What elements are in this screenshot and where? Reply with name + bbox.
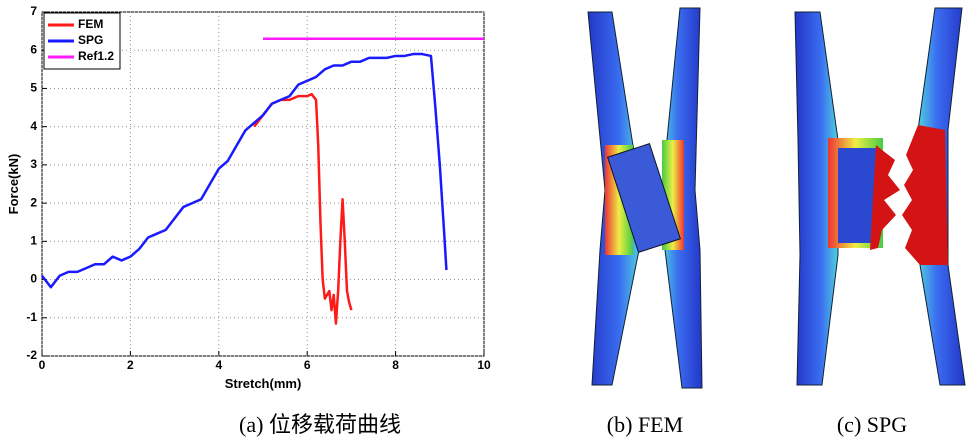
y-tick-label: 0 — [30, 272, 37, 286]
series-line — [41, 52, 448, 289]
y-tick-label: 1 — [30, 234, 37, 248]
series-line — [253, 92, 353, 325]
y-tick-label: 2 — [30, 195, 37, 209]
legend-label: SPG — [78, 33, 103, 47]
spg-block — [838, 148, 876, 243]
x-tick-label: 8 — [392, 358, 399, 372]
y-tick-label: 5 — [30, 81, 37, 95]
x-tick-label: 2 — [127, 358, 134, 372]
caption: (c) SPG — [837, 412, 907, 437]
x-axis-label: Stretch(mm) — [225, 376, 302, 391]
fem-simulation — [587, 7, 703, 389]
y-tick-label: 4 — [30, 119, 37, 133]
y-tick-label: 3 — [30, 157, 37, 171]
x-tick-label: 4 — [215, 358, 222, 372]
y-tick-label: 7 — [30, 4, 37, 18]
spg-simulation — [794, 7, 966, 386]
x-tick-label: 6 — [304, 358, 311, 372]
y-axis-label: Force(kN) — [6, 154, 21, 215]
x-tick-label: 0 — [39, 358, 46, 372]
fem-block — [606, 143, 682, 253]
legend-label: Ref1.2 — [78, 49, 114, 63]
legend-label: FEM — [78, 17, 103, 31]
caption: (b) FEM — [607, 412, 683, 437]
y-tick-label: 6 — [30, 42, 37, 56]
spg-particles-right — [902, 125, 948, 265]
x-tick-label: 10 — [477, 358, 491, 372]
y-tick-label: -2 — [26, 348, 37, 362]
spg-particles-left — [870, 145, 900, 250]
caption: (a) 位移载荷曲线 — [239, 412, 401, 437]
y-tick-label: -1 — [26, 310, 37, 324]
